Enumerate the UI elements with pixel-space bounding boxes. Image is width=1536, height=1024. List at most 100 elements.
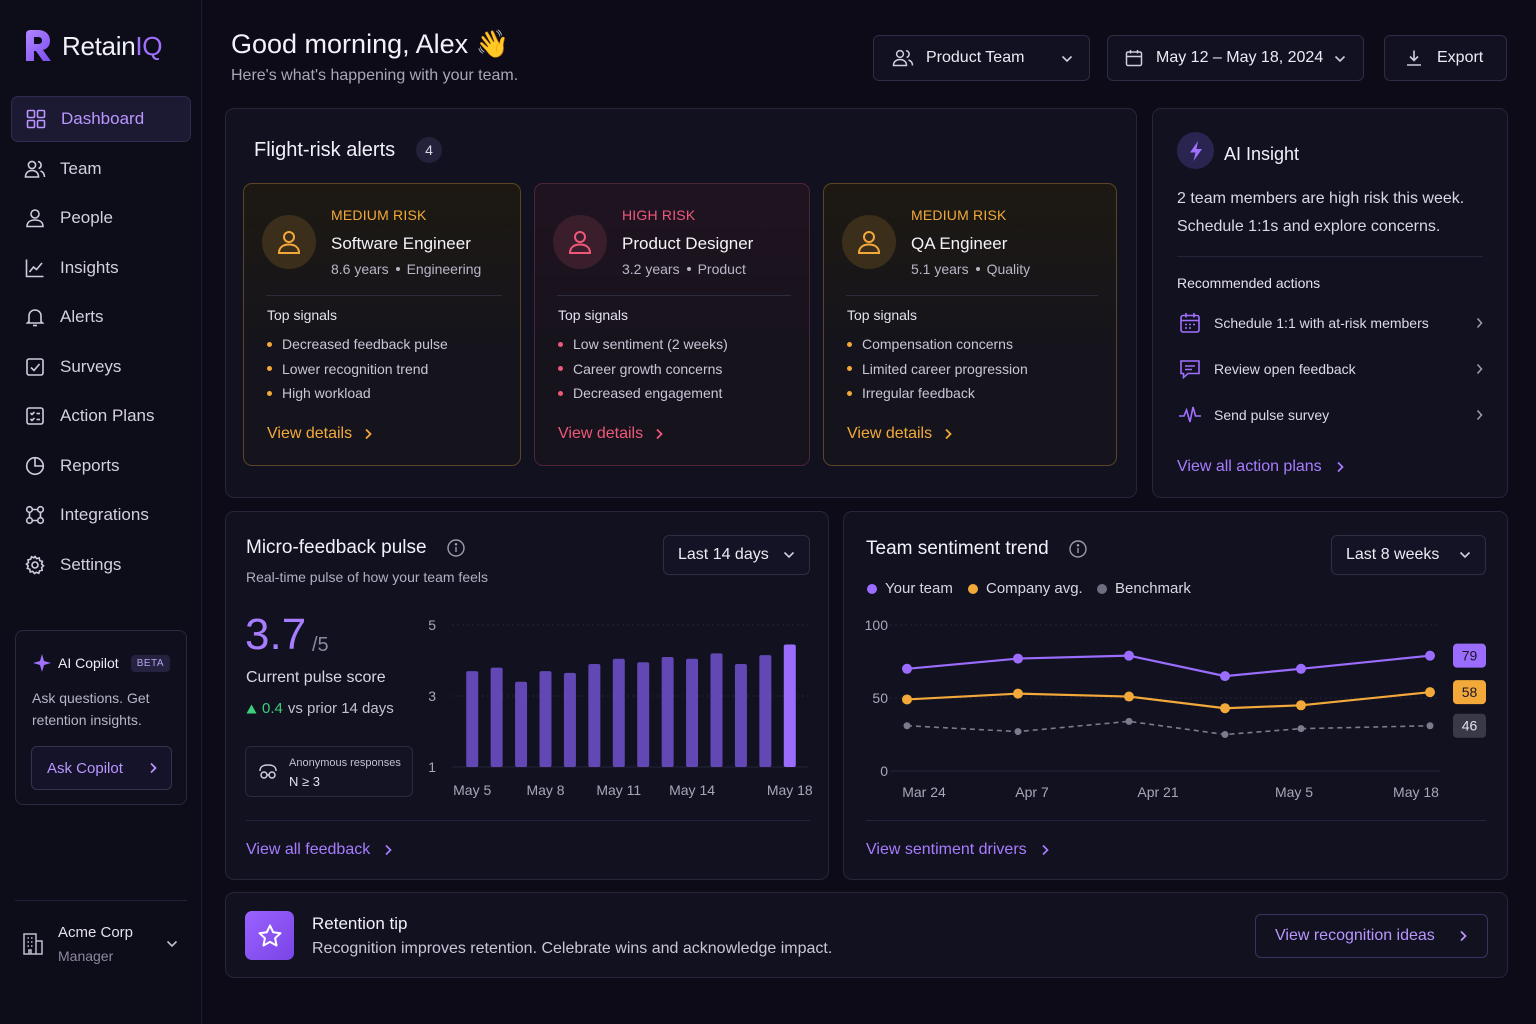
end-label: 79 <box>1462 648 1478 664</box>
view-all-feedback-link[interactable]: View all feedback <box>246 841 392 859</box>
series-point <box>1425 687 1435 698</box>
info-icon[interactable] <box>447 539 465 557</box>
view-details-link[interactable]: View details <box>267 425 372 443</box>
risk-card[interactable]: HIGH RISK Product Designer 3.2 years Prod… <box>534 183 810 466</box>
signal-item: Decreased feedback pulse <box>267 332 448 357</box>
copilot-description: Ask questions. Get retention insights. <box>32 690 150 728</box>
legend-label: Your team <box>885 580 953 597</box>
pulse-range-select[interactable]: Last 14 days <box>663 535 810 575</box>
export-button[interactable]: Export <box>1384 35 1507 81</box>
ai-insight-panel: AI Insight 2 team members are high risk … <box>1152 108 1508 498</box>
team-select-value: Product Team <box>926 49 1025 66</box>
sidebar-item-people[interactable]: People <box>11 195 191 241</box>
risk-dept: Product <box>697 261 746 277</box>
sidebar-item-team[interactable]: Team <box>11 146 191 192</box>
sidebar-item-reports[interactable]: Reports <box>11 443 191 489</box>
gear-icon <box>24 554 46 576</box>
view-details-label: View details <box>558 425 644 442</box>
view-details-label: View details <box>847 425 933 442</box>
divider <box>246 820 810 821</box>
view-details-label: View details <box>267 425 353 442</box>
risk-card[interactable]: MEDIUM RISK QA Engineer 5.1 years Quality… <box>823 183 1117 466</box>
sidebar-item-alerts[interactable]: Alerts <box>11 294 191 340</box>
risk-tenure: 5.1 years <box>911 261 969 277</box>
sidebar: RetainIQ Dashboard Team People Insights … <box>0 0 202 1024</box>
chevron-right-icon <box>149 762 157 774</box>
download-icon <box>1405 49 1423 67</box>
view-sentiment-drivers-link[interactable]: View sentiment drivers <box>866 841 1049 859</box>
signal-item: Compensation concerns <box>847 332 1028 357</box>
series-point <box>1013 653 1023 664</box>
sentiment-range-value: Last 8 weeks <box>1346 546 1440 563</box>
star-icon <box>245 911 294 960</box>
building-icon <box>22 932 44 956</box>
chevron-right-icon <box>1476 317 1483 329</box>
series-point <box>1426 722 1434 730</box>
link-label: View all feedback <box>246 841 371 858</box>
sidebar-item-integrations[interactable]: Integrations <box>11 492 191 538</box>
x-tick-label: Apr 7 <box>1015 784 1049 800</box>
view-all-action-plans-link[interactable]: View all action plans <box>1177 458 1344 476</box>
risk-card[interactable]: MEDIUM RISK Software Engineer 8.6 years E… <box>243 183 521 466</box>
org-switcher[interactable]: Acme Corp Manager <box>22 920 182 970</box>
bell-icon <box>24 306 46 328</box>
grid-icon <box>25 108 47 130</box>
sidebar-item-insights[interactable]: Insights <box>11 245 191 291</box>
sidebar-item-label: Surveys <box>60 356 122 376</box>
sentiment-range-select[interactable]: Last 8 weeks <box>1331 535 1486 575</box>
sidebar-item-dashboard[interactable]: Dashboard <box>11 96 191 142</box>
y-tick-label: 0 <box>880 763 888 779</box>
pulse-delta-text: vs prior 14 days <box>287 700 394 717</box>
signal-item: Limited career progression <box>847 357 1028 382</box>
action-send-pulse-survey[interactable]: Send pulse survey <box>1177 400 1483 430</box>
end-label-badge <box>1453 643 1486 668</box>
risk-role: Software Engineer <box>331 234 471 253</box>
calendar-icon <box>1177 312 1203 334</box>
action-schedule-1on1[interactable]: Schedule 1:1 with at-risk members <box>1177 308 1483 338</box>
chevron-right-icon <box>384 844 392 856</box>
team-select[interactable]: Product Team <box>873 35 1090 81</box>
pulse-bar-chart: 1 3 5 May 5 May 8 May 11 May 14 May 18 <box>428 617 813 798</box>
info-icon[interactable] <box>1069 540 1087 558</box>
app-logo[interactable]: RetainIQ <box>22 28 163 64</box>
risk-level: MEDIUM RISK <box>331 207 427 223</box>
pulse-bar <box>490 667 503 767</box>
series-point <box>902 694 912 705</box>
retention-tip-panel <box>225 892 1508 978</box>
logo-suffix: IQ <box>135 30 163 61</box>
signals-title: Top signals <box>558 307 629 323</box>
sidebar-item-settings[interactable]: Settings <box>11 542 191 588</box>
signals-list: Decreased feedback pulse Lower recogniti… <box>267 332 448 406</box>
x-tick-label: May 5 <box>453 782 491 798</box>
series-point <box>1297 725 1305 733</box>
pulse-bar <box>686 658 699 767</box>
end-label-badge <box>1453 680 1486 705</box>
pulse-bar <box>588 664 601 767</box>
pulse-score-denominator: /5 <box>312 634 329 656</box>
signal-text: Decreased engagement <box>573 385 723 402</box>
ask-copilot-label: Ask Copilot <box>47 759 123 777</box>
view-details-link[interactable]: View details <box>847 425 952 443</box>
view-details-link[interactable]: View details <box>558 425 663 443</box>
sentiment-line-chart: 0 50 100 79 58 46 Mar 24 Apr 7 Apr 21 May 5 May 18 <box>865 617 1486 800</box>
sidebar-item-label: Insights <box>60 257 119 277</box>
sidebar-item-action-plans[interactable]: Action Plans <box>11 393 191 439</box>
ask-copilot-button[interactable]: Ask Copilot <box>31 746 172 790</box>
pulse-bar <box>734 664 747 767</box>
pulse-bar <box>612 658 625 767</box>
action-review-feedback[interactable]: Review open feedback <box>1177 354 1483 384</box>
view-recognition-ideas-button[interactable]: View recognition ideas <box>1255 914 1488 958</box>
signal-text: Compensation concerns <box>862 336 1013 353</box>
integrations-icon <box>24 504 46 526</box>
divider <box>557 295 791 296</box>
sidebar-item-label: People <box>60 208 113 227</box>
incognito-icon <box>258 763 278 781</box>
series-point <box>1425 650 1435 661</box>
sidebar-item-surveys[interactable]: Surveys <box>11 344 191 390</box>
anon-title: Anonymous responses <box>289 757 401 769</box>
pulse-range-value: Last 14 days <box>678 546 769 563</box>
pulse-bar <box>710 653 723 767</box>
date-range-select[interactable]: May 12 – May 18, 2024 <box>1107 35 1364 81</box>
y-tick-label: 3 <box>428 688 436 704</box>
signal-item: Career growth concerns <box>558 357 728 382</box>
